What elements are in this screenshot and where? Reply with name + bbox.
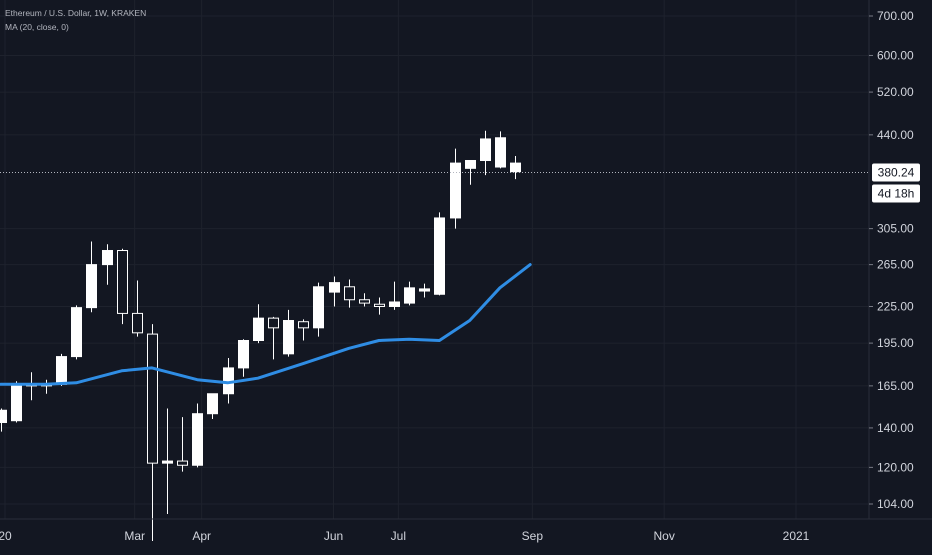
time-tick-label: Mar [124, 529, 145, 543]
candle[interactable] [344, 279, 355, 308]
candle-body-up [329, 282, 340, 293]
price-tick-label: 265.00 [877, 258, 914, 272]
candle-body-up [71, 307, 82, 358]
candle[interactable] [192, 403, 203, 468]
candle-body-up [510, 162, 521, 173]
candle-body-up [102, 250, 113, 266]
candle-body-down [177, 460, 188, 466]
time-tick-label: Jul [391, 529, 406, 543]
candle-body-up [480, 138, 491, 162]
price-tick-label: 700.00 [877, 9, 914, 23]
candle[interactable] [253, 304, 264, 344]
candle-body-down [374, 303, 385, 307]
candle-body-up [495, 137, 506, 168]
candle-body-down [117, 250, 128, 314]
candle[interactable] [298, 319, 309, 341]
candle[interactable] [480, 130, 491, 176]
candle-body-up [450, 162, 461, 219]
price-tick-label: 440.00 [877, 128, 914, 142]
price-tick-label: 520.00 [877, 85, 914, 99]
candle[interactable] [268, 316, 279, 360]
candle[interactable] [434, 212, 445, 296]
candle-body-down [298, 321, 309, 329]
time-tick-label: Jun [324, 529, 343, 543]
candle-body-down [132, 312, 143, 334]
price-tick-label: 195.00 [877, 336, 914, 350]
candle[interactable] [389, 281, 400, 310]
candle-body-down [147, 333, 158, 464]
time-tick-label: 20 [0, 529, 12, 543]
candle[interactable] [404, 281, 415, 306]
candle[interactable] [11, 381, 22, 423]
candle-body-up [238, 340, 249, 369]
price-tick-label: 165.00 [877, 379, 914, 393]
candle[interactable] [147, 324, 158, 542]
candle-body-up [56, 356, 67, 385]
candle[interactable] [359, 293, 370, 307]
candle[interactable] [102, 244, 113, 285]
price-tick-label: 120.00 [877, 460, 914, 474]
grid [0, 0, 869, 519]
candle[interactable] [510, 156, 521, 180]
candle[interactable] [56, 353, 67, 386]
candle[interactable] [450, 148, 461, 229]
price-tick-label: 305.00 [877, 222, 914, 236]
candle-body-up [162, 460, 173, 464]
candle-body-up [404, 287, 415, 304]
candle-body-up [192, 413, 203, 466]
candle-body-down [359, 299, 370, 304]
candle-body-up [434, 217, 445, 295]
ma-line [0, 263, 532, 386]
candle-body-down [268, 317, 279, 329]
candle-body-up [0, 409, 7, 423]
time-tick-label: Apr [192, 529, 211, 543]
candle-body-up [207, 393, 218, 415]
countdown-badge [872, 184, 920, 203]
time-tick-label: Sep [522, 529, 544, 543]
candle[interactable] [495, 131, 506, 169]
time-tick-label: 2021 [783, 529, 810, 543]
candle-body-up [283, 320, 294, 355]
candle[interactable] [313, 282, 324, 337]
candle-body-up [465, 160, 476, 169]
candle-body-up [313, 286, 324, 329]
current-price-badge [872, 163, 920, 182]
candle[interactable] [465, 160, 476, 185]
time-tick-label: Nov [653, 529, 674, 543]
candle-body-down [344, 286, 355, 301]
candle[interactable] [86, 241, 97, 313]
candle-body-up [86, 264, 97, 309]
candle-body-up [11, 383, 22, 422]
price-axis[interactable]: 104.00 120.00 140.00 165.00 195.00 225.00 265.… [869, 9, 914, 511]
price-tick-label: 140.00 [877, 421, 914, 435]
countdown-label: 4d 18h [878, 187, 915, 201]
price-labels: 380.24 4d 18h [872, 163, 920, 203]
candle[interactable] [238, 339, 249, 377]
moving-average [0, 263, 532, 386]
candle[interactable] [419, 283, 430, 298]
candle[interactable] [283, 309, 294, 357]
price-tick-label: 104.00 [877, 497, 914, 511]
candle[interactable] [329, 276, 340, 307]
candles [0, 130, 521, 542]
candle-body-up [419, 288, 430, 292]
price-tick-label: 600.00 [877, 48, 914, 62]
candle[interactable] [374, 297, 385, 315]
candle[interactable] [207, 393, 218, 419]
candle-body-up [253, 317, 264, 342]
current-price-label: 380.24 [878, 166, 915, 180]
candle[interactable] [177, 417, 188, 472]
candle-body-up [389, 301, 400, 307]
candle[interactable] [162, 408, 173, 515]
time-axis[interactable]: 20 Mar Apr Jun Jul Sep Nov 2021 [0, 529, 810, 543]
candle[interactable] [132, 280, 143, 337]
candle[interactable] [71, 305, 82, 360]
price-tick-label: 225.00 [877, 299, 914, 313]
candle[interactable] [0, 408, 7, 432]
candle[interactable] [117, 248, 128, 325]
